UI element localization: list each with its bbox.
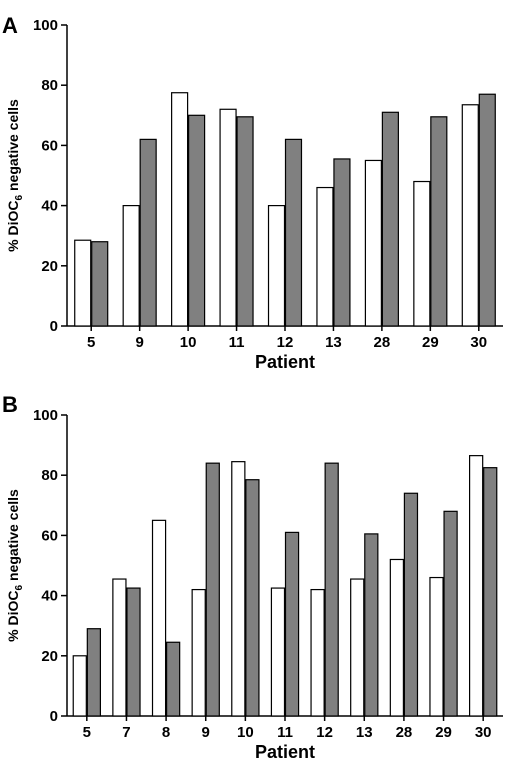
bar-open (364, 159, 382, 327)
y-tick-label: 80 (41, 77, 58, 94)
x-tick-label: 8 (162, 724, 170, 741)
x-tick-label: 7 (122, 724, 130, 741)
y-axis-label: % DiOC6 negative cells (5, 489, 25, 642)
bar-filled (91, 241, 109, 327)
y-tick-label: 0 (50, 318, 58, 335)
bar-filled (139, 138, 157, 327)
bar-filled (188, 114, 206, 327)
bar-open (389, 558, 405, 717)
bar-open (310, 588, 325, 717)
y-tick-label: 0 (50, 708, 58, 725)
chart-panel-a: A 0 20 40 60 80 100 5 9 10 11 12 13 28 29 30 Patient % Di… (2, 13, 503, 372)
panel-letter: A (2, 13, 18, 38)
bar-filled (403, 492, 419, 717)
x-tick-label: 29 (435, 724, 452, 741)
bar-filled (86, 628, 101, 717)
bar-filled (443, 510, 458, 717)
bar-filled (381, 111, 399, 327)
bar-filled (483, 467, 498, 717)
x-axis-label: Patient (255, 742, 315, 762)
y-tick-label: 100 (33, 407, 58, 424)
bar-filled (364, 533, 379, 717)
y-tick-label: 40 (41, 198, 58, 215)
bar-open (350, 578, 365, 717)
bar-open (316, 186, 334, 327)
x-tick-label: 11 (277, 724, 293, 741)
bar-filled (284, 138, 303, 327)
x-tick-label: 30 (475, 724, 492, 741)
bar-filled (324, 462, 339, 717)
chart-panel-b: B 0 20 40 60 80 100 5 7 8 9 10 11 12 13 28 29 30 Patient % … (2, 392, 503, 762)
bar-open (231, 461, 246, 717)
bar-open (191, 588, 206, 717)
x-tick-label: 12 (316, 724, 333, 741)
bar-filled (245, 479, 260, 717)
x-tick-label: 13 (356, 724, 373, 741)
x-tick-label: 5 (87, 334, 95, 351)
x-tick-label: 10 (180, 334, 197, 351)
x-tick-label: 13 (325, 334, 342, 351)
y-tick-label: 60 (41, 527, 58, 544)
bar-open (429, 576, 444, 717)
bar-open (74, 239, 92, 327)
x-tick-label: 28 (396, 724, 413, 741)
x-tick-label: 10 (237, 724, 254, 741)
x-tick-label: 30 (470, 334, 487, 351)
bar-open (413, 180, 431, 327)
bar-open (72, 655, 87, 717)
x-tick-label: 28 (374, 334, 391, 351)
bar-filled (430, 116, 448, 327)
x-tick-label: 9 (135, 334, 143, 351)
bar-open (171, 92, 189, 327)
x-tick-label: 12 (277, 334, 294, 351)
x-axis-label: Patient (255, 352, 315, 372)
bar-open (151, 519, 167, 717)
y-tick-label: 60 (41, 137, 58, 154)
y-axis-label: % DiOC6 negative cells (5, 99, 25, 252)
x-tick-label: 11 (229, 334, 245, 351)
bar-filled (478, 93, 496, 327)
panel-letter: B (2, 392, 18, 417)
bar-filled (205, 462, 220, 717)
x-tick-label: 29 (422, 334, 439, 351)
bar-open (122, 205, 140, 327)
bar-open (112, 578, 127, 717)
bar-filled (284, 531, 300, 717)
bar-open (219, 108, 237, 327)
bar-open (270, 587, 286, 717)
y-tick-label: 100 (33, 17, 58, 34)
bar-filled (236, 116, 254, 327)
x-tick-label: 5 (83, 724, 91, 741)
y-tick-label: 40 (41, 588, 58, 605)
bar-filled (333, 158, 351, 327)
x-tick-label: 9 (202, 724, 210, 741)
bar-open (267, 205, 286, 327)
y-tick-label: 20 (41, 648, 58, 665)
y-tick-label: 80 (41, 467, 58, 484)
y-tick-label: 20 (41, 258, 58, 275)
bar-open (469, 455, 484, 717)
bar-filled (165, 641, 181, 717)
bar-open (461, 104, 479, 327)
bar-filled (126, 587, 141, 717)
